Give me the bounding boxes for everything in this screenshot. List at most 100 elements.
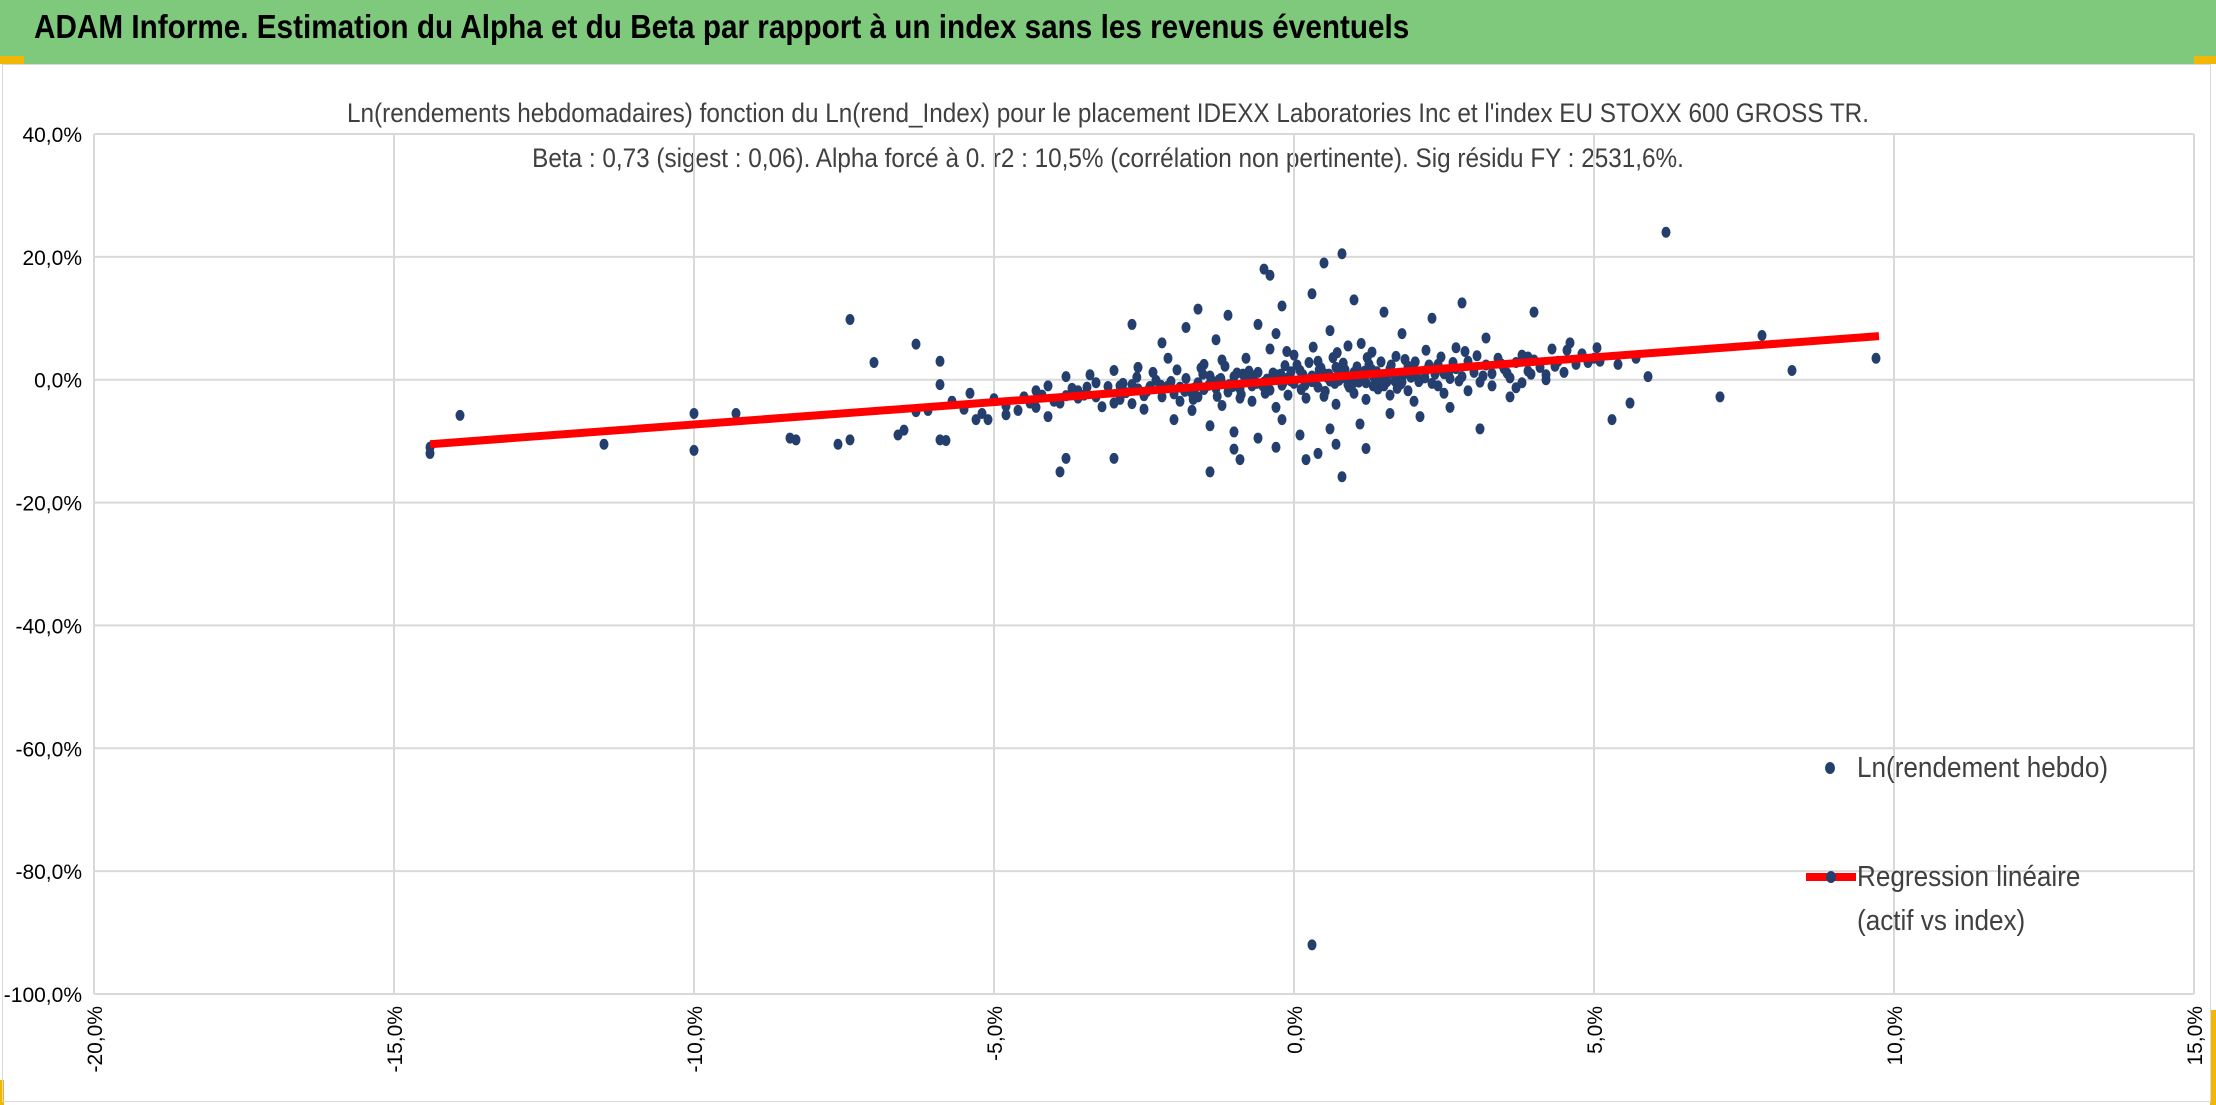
data-point bbox=[1181, 322, 1191, 333]
x-tick-label: -20,0% bbox=[84, 1006, 107, 1073]
data-point bbox=[1354, 376, 1364, 388]
data-point bbox=[1613, 358, 1623, 370]
data-point bbox=[935, 355, 945, 367]
data-point bbox=[965, 387, 975, 399]
x-tick-label: 15,0% bbox=[2184, 1006, 2207, 1066]
data-point bbox=[1277, 300, 1287, 312]
data-point bbox=[1313, 447, 1323, 459]
data-point bbox=[1562, 344, 1572, 356]
y-tick-label: -20,0% bbox=[15, 493, 82, 516]
data-point bbox=[1337, 248, 1347, 260]
data-point bbox=[1403, 385, 1413, 397]
data-point bbox=[1031, 401, 1041, 413]
data-point bbox=[971, 414, 981, 426]
data-point bbox=[1132, 371, 1142, 383]
x-tick-label: -15,0% bbox=[384, 1006, 407, 1073]
data-point bbox=[1559, 366, 1569, 378]
data-point bbox=[1148, 366, 1158, 378]
data-point bbox=[1286, 366, 1296, 378]
data-point bbox=[1127, 398, 1137, 410]
data-point bbox=[1361, 443, 1371, 455]
data-point bbox=[1757, 329, 1767, 341]
y-tick-label: 0,0% bbox=[34, 370, 82, 393]
legend-label-regression-line2: (actif vs index) bbox=[1857, 905, 2026, 937]
data-point bbox=[1157, 391, 1167, 403]
data-point bbox=[1592, 342, 1602, 354]
data-point bbox=[1212, 390, 1222, 402]
data-point bbox=[1001, 409, 1011, 421]
data-point bbox=[1103, 380, 1113, 392]
data-point bbox=[1338, 357, 1348, 369]
data-point bbox=[833, 438, 843, 450]
data-point bbox=[1361, 393, 1371, 405]
data-point bbox=[731, 408, 741, 419]
data-point bbox=[1236, 388, 1246, 400]
data-point bbox=[1247, 395, 1257, 407]
data-point bbox=[1127, 318, 1137, 330]
data-point bbox=[1175, 395, 1185, 407]
data-point bbox=[1205, 420, 1215, 432]
data-point bbox=[1109, 452, 1119, 464]
data-point bbox=[1410, 356, 1420, 368]
data-point bbox=[791, 434, 801, 446]
data-point bbox=[1307, 288, 1317, 300]
data-point bbox=[1460, 345, 1470, 357]
data-point bbox=[1253, 318, 1263, 330]
data-point bbox=[1376, 356, 1386, 368]
legend-marker-regression-dot bbox=[1826, 871, 1836, 883]
x-tick-label: -5,0% bbox=[984, 1006, 1007, 1061]
data-point bbox=[1232, 367, 1242, 379]
data-point bbox=[1271, 328, 1281, 340]
data-point bbox=[1661, 226, 1671, 238]
data-point bbox=[1139, 403, 1149, 415]
data-point bbox=[1271, 401, 1281, 413]
data-point bbox=[1409, 395, 1419, 407]
data-point bbox=[1295, 429, 1305, 441]
x-tick-label: 0,0% bbox=[1284, 1006, 1307, 1054]
data-point bbox=[1451, 342, 1461, 354]
corner-marker-top-right bbox=[2194, 56, 2216, 64]
data-point bbox=[1031, 385, 1041, 397]
data-point bbox=[1433, 380, 1443, 392]
data-point bbox=[689, 408, 699, 419]
chart-frame bbox=[2, 64, 2211, 1102]
data-point bbox=[1320, 385, 1330, 397]
data-point bbox=[1166, 376, 1176, 388]
data-point bbox=[1607, 414, 1617, 426]
data-point bbox=[899, 424, 909, 436]
data-point bbox=[1277, 414, 1287, 426]
data-point bbox=[1283, 389, 1293, 401]
data-point bbox=[1163, 352, 1173, 364]
data-point bbox=[1220, 360, 1230, 372]
data-point bbox=[1385, 408, 1395, 419]
data-point bbox=[1211, 334, 1221, 346]
y-tick-label: 40,0% bbox=[22, 124, 82, 147]
data-point bbox=[1397, 328, 1407, 340]
legend-label-scatter: Ln(rendement hebdo) bbox=[1857, 752, 2109, 784]
data-point bbox=[1415, 411, 1425, 423]
data-point bbox=[1187, 404, 1197, 416]
data-point bbox=[1307, 939, 1317, 951]
header-title: ADAM Informe. Estimation du Alpha et du … bbox=[34, 8, 1410, 45]
data-point bbox=[1368, 380, 1378, 392]
x-tick-label: 5,0% bbox=[1584, 1006, 1607, 1054]
data-point bbox=[1463, 385, 1473, 397]
data-point bbox=[1445, 401, 1455, 413]
data-point bbox=[1223, 309, 1233, 321]
data-point bbox=[1253, 432, 1263, 444]
data-point bbox=[1097, 401, 1107, 413]
data-point bbox=[1193, 303, 1203, 315]
data-point bbox=[1229, 426, 1239, 438]
data-point bbox=[1259, 263, 1269, 275]
data-point bbox=[1481, 332, 1491, 344]
data-point bbox=[1343, 340, 1353, 352]
y-tick-label: -60,0% bbox=[15, 738, 82, 761]
data-point bbox=[1265, 269, 1275, 281]
y-tick-label: -40,0% bbox=[15, 615, 82, 638]
regression-line bbox=[429, 332, 1880, 449]
data-point bbox=[1319, 257, 1329, 269]
chart-subtitle: Beta : 0,73 (sigest : 0,06). Alpha forcé… bbox=[532, 143, 1684, 173]
data-point bbox=[1282, 345, 1292, 357]
data-point bbox=[1043, 411, 1053, 423]
